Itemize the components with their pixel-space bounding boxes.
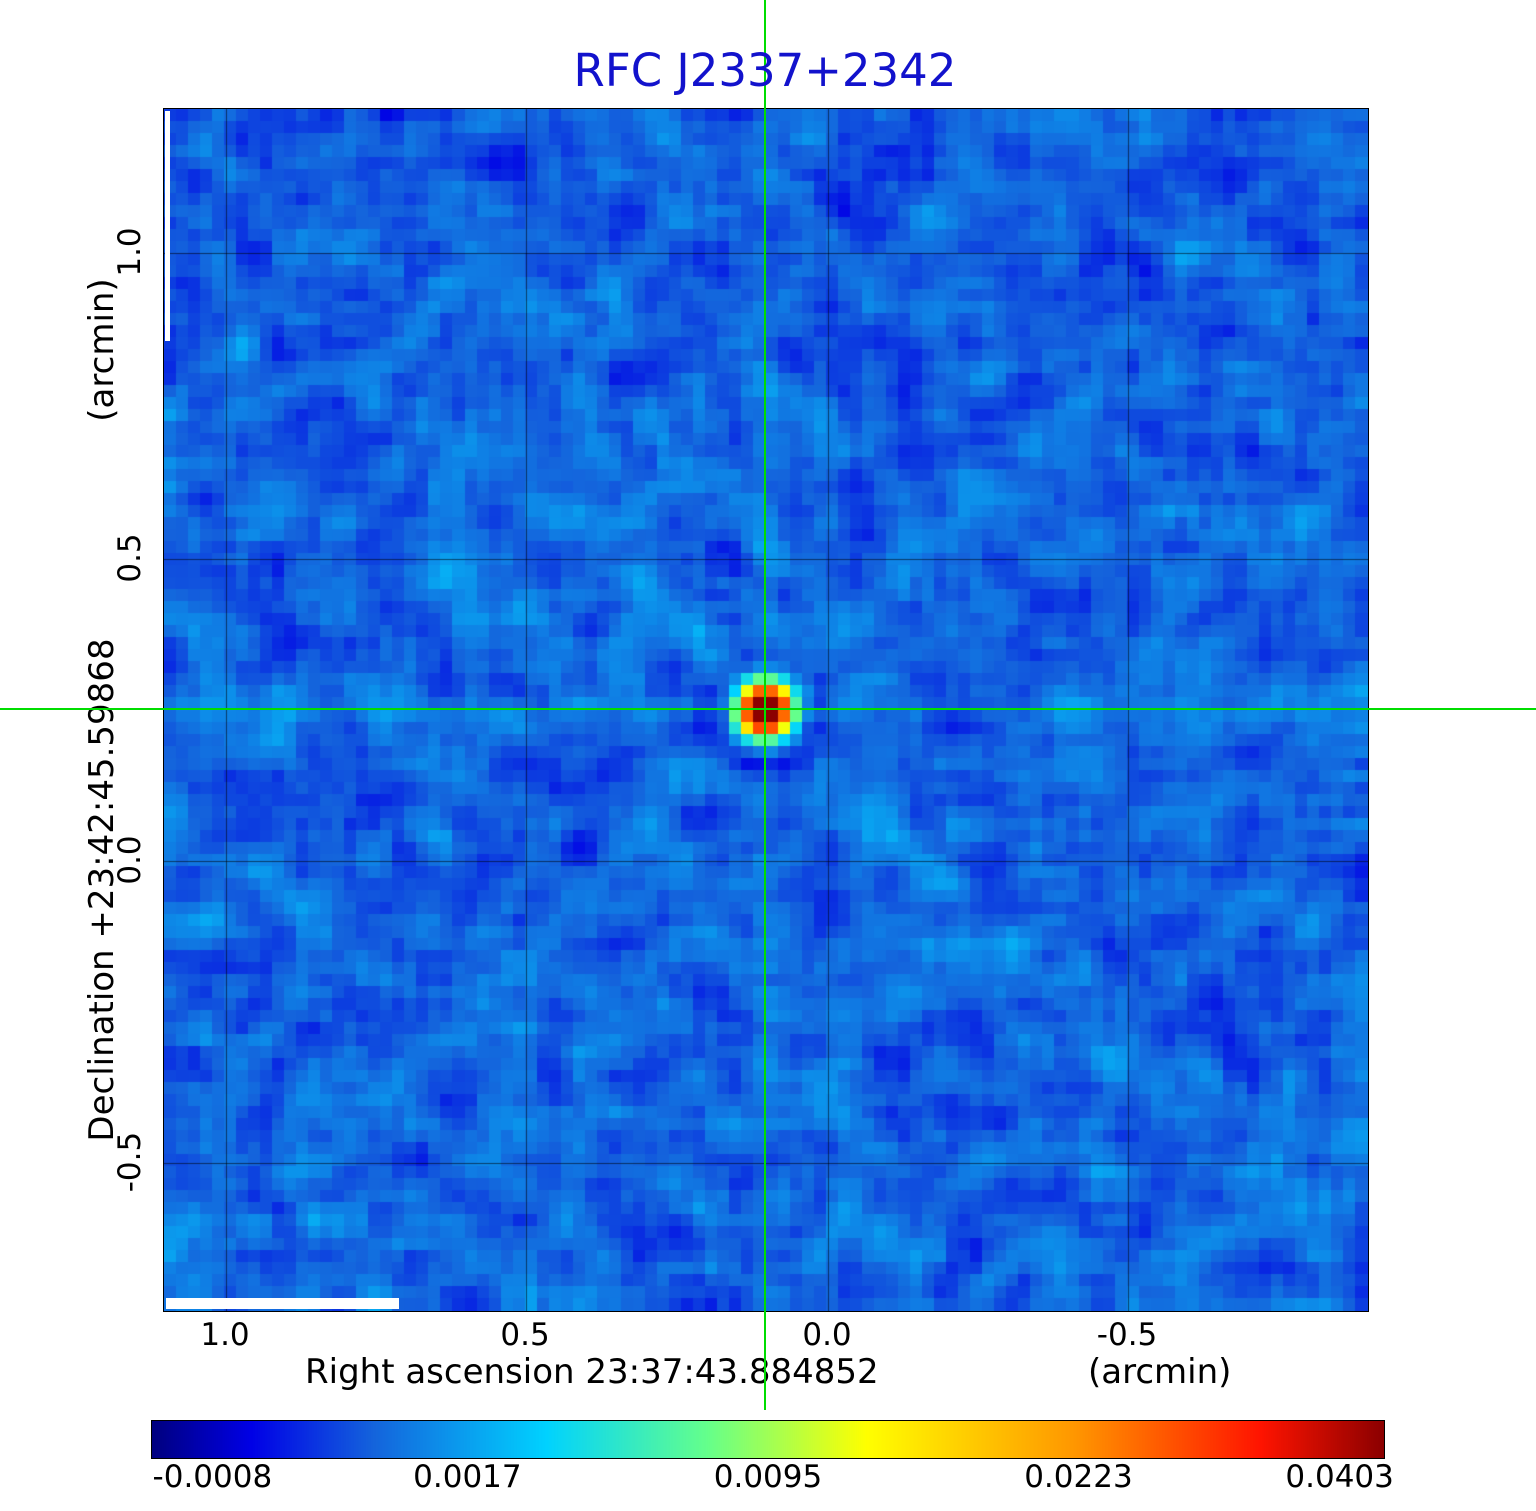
plot-area — [163, 108, 1369, 1312]
crosshair-horizontal-line — [0, 708, 1536, 710]
colorbar-tick-labels: -0.0008 0.0017 0.0095 0.0223 0.0403 — [152, 1459, 1394, 1496]
colorbar-tick-label: 0.0095 — [713, 1459, 823, 1495]
y-axis-tick-label: 1.0 — [111, 227, 148, 277]
y-axis-unit-label: (arcmin) — [82, 278, 122, 422]
crosshair-vertical-line — [764, 0, 766, 1410]
colorbar-gradient-canvas — [152, 1421, 1384, 1458]
chart-title: RFC J2337+2342 — [573, 44, 957, 97]
x-axis-tick-label: -0.5 — [1096, 1317, 1158, 1353]
map-blank-strip — [165, 111, 170, 341]
sky-map-canvas — [164, 109, 1368, 1311]
x-axis-unit-label: (arcmin) — [1088, 1352, 1232, 1392]
x-axis-tick-label: 1.0 — [200, 1317, 250, 1353]
x-axis-tick-label: 0.5 — [500, 1317, 550, 1353]
map-blank-strip — [166, 1298, 399, 1309]
y-axis-tick-label: 0.5 — [111, 532, 148, 583]
x-axis-tick-labels: 1.0 0.5 0.0 -0.5 — [163, 1318, 1367, 1354]
colorbar-tick-label: 0.0017 — [413, 1459, 522, 1495]
colorbar-tick-label: -0.0008 — [152, 1459, 273, 1495]
y-axis-label: Declination +23:42:45.59868 — [82, 638, 122, 1142]
colorbar — [151, 1420, 1385, 1459]
colorbar-tick-label: 0.0403 — [1285, 1459, 1394, 1495]
x-axis-label: Right ascension 23:37:43.884852 — [305, 1352, 879, 1392]
x-axis-tick-label: 0.0 — [802, 1317, 852, 1353]
colorbar-tick-label: 0.0223 — [1024, 1459, 1133, 1495]
